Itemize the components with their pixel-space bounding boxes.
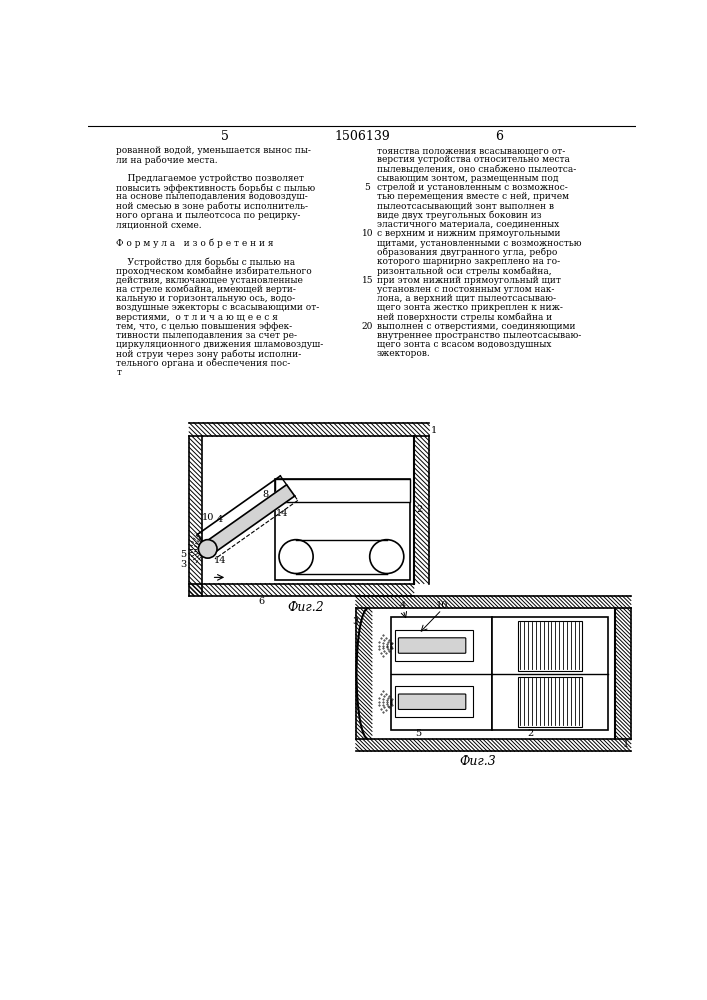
Bar (395, 630, 473, 661)
Text: лона, а верхний щит пылеотсасываю-: лона, а верхний щит пылеотсасываю- (377, 294, 556, 303)
Text: щего зонта жестко прикреплен к ниж-: щего зонта жестко прикреплен к ниж- (377, 303, 563, 312)
Text: сывающим зонтом, размещенным под: сывающим зонтом, размещенным под (377, 174, 558, 183)
Text: 4: 4 (217, 515, 223, 524)
Polygon shape (204, 485, 295, 555)
Text: воздушные эжекторы с всасывающими от-: воздушные эжекторы с всасывающими от- (116, 303, 320, 312)
Text: ляционной схеме.: ляционной схеме. (116, 220, 202, 229)
Text: при этом нижний прямоугольный щит: при этом нижний прямоугольный щит (377, 276, 561, 285)
Text: эластичного материала, соединенных: эластичного материала, соединенных (377, 220, 559, 229)
Text: ной струи через зону работы исполни-: ной струи через зону работы исполни- (116, 349, 301, 359)
Text: пылевыделения, оно снабжено пылеотса-: пылевыделения, оно снабжено пылеотса- (377, 165, 576, 174)
Bar (275, 479, 410, 502)
Text: образования двугранного угла, ребро: образования двугранного угла, ребро (377, 248, 557, 257)
Text: повысить эффективность борьбы с пылью: повысить эффективность борьбы с пылью (116, 183, 315, 193)
Text: циркуляционного движения шламовоздуш-: циркуляционного движения шламовоздуш- (116, 340, 324, 349)
Text: ной смесью в зоне работы исполнитель-: ной смесью в зоне работы исполнитель- (116, 202, 308, 211)
Text: 10: 10 (201, 513, 214, 522)
FancyBboxPatch shape (398, 638, 466, 653)
Text: щитами, установленными с возможностью: щитами, установленными с возможностью (377, 239, 581, 248)
Text: тивности пылеподавления за счет ре-: тивности пылеподавления за счет ре- (116, 331, 297, 340)
Text: тем, что, с целью повышения эффек-: тем, что, с целью повышения эффек- (116, 322, 293, 331)
Text: ли на рабочие места.: ли на рабочие места. (116, 155, 218, 165)
Text: пылеотсасывающий зонт выполнен в: пылеотсасывающий зонт выполнен в (377, 202, 554, 211)
Text: виде двух треугольных боковин из: виде двух треугольных боковин из (377, 211, 542, 220)
Text: 8: 8 (263, 490, 269, 499)
Text: тью перемещения вместе с ней, причем: тью перемещения вместе с ней, причем (377, 192, 568, 201)
Text: кальную и горизонтальную ось, водо-: кальную и горизонтальную ось, водо- (116, 294, 296, 303)
Text: 1: 1 (431, 426, 437, 435)
Text: 10: 10 (436, 601, 448, 610)
Text: установлен с постоянным углом нак-: установлен с постоянным углом нак- (377, 285, 554, 294)
Text: Устройство для борьбы с пылью на: Устройство для борьбы с пылью на (116, 257, 296, 267)
Bar (492, 617, 607, 730)
Text: эжекторов.: эжекторов. (377, 349, 431, 358)
Bar (395, 686, 473, 717)
Text: внутреннее пространство пылеотсасываю-: внутреннее пространство пылеотсасываю- (377, 331, 581, 340)
Text: тоянства положения всасывающего от-: тоянства положения всасывающего от- (377, 146, 565, 155)
Text: ней поверхности стрелы комбайна и: ней поверхности стрелы комбайна и (377, 312, 552, 322)
Text: щего зонта с всасом водовоздушных: щего зонта с всасом водовоздушных (377, 340, 551, 349)
Text: на основе пылеподавления водовоздуш-: на основе пылеподавления водовоздуш- (116, 192, 308, 201)
Text: 14: 14 (214, 556, 226, 565)
Text: 5: 5 (364, 183, 370, 192)
Text: ризонтальной оси стрелы комбайна,: ризонтальной оси стрелы комбайна, (377, 266, 551, 276)
Text: стрелой и установленным с возможнос-: стрелой и установленным с возможнос- (377, 183, 568, 192)
Text: 4: 4 (400, 601, 406, 610)
Text: 2: 2 (527, 729, 534, 738)
Text: Предлагаемое устройство позволяет: Предлагаемое устройство позволяет (116, 174, 304, 183)
Text: которого шарнирно закреплено на го-: которого шарнирно закреплено на го- (377, 257, 560, 266)
Text: проходческом комбайне избирательного: проходческом комбайне избирательного (116, 266, 312, 276)
Text: Фиг.2: Фиг.2 (287, 601, 324, 614)
Text: выполнен с отверстиями, соединяющими: выполнен с отверстиями, соединяющими (377, 322, 575, 331)
Text: верстиями,  о т л и ч а ю щ е е с я: верстиями, о т л и ч а ю щ е е с я (116, 312, 278, 322)
Text: рованной водой, уменьшается вынос пы-: рованной водой, уменьшается вынос пы- (116, 146, 311, 155)
Circle shape (199, 540, 217, 558)
FancyBboxPatch shape (398, 694, 466, 709)
Text: 3: 3 (353, 617, 359, 626)
Text: 2: 2 (416, 505, 423, 514)
Bar (518, 620, 582, 671)
Text: на стреле комбайна, имеющей верти-: на стреле комбайна, имеющей верти- (116, 285, 296, 294)
Text: 10: 10 (361, 229, 373, 238)
Text: 20: 20 (362, 322, 373, 331)
Text: 1: 1 (623, 740, 629, 749)
Text: ного органа и пылеотсоса по рецирку-: ного органа и пылеотсоса по рецирку- (116, 211, 300, 220)
Text: с верхним и нижним прямоугольными: с верхним и нижним прямоугольными (377, 229, 560, 238)
Text: т: т (116, 368, 122, 377)
Text: 5: 5 (180, 550, 187, 559)
Bar (392, 617, 492, 730)
Bar (518, 677, 582, 727)
Text: 3: 3 (180, 560, 186, 569)
Text: 5: 5 (221, 130, 229, 143)
Text: Ф о р м у л а   и з о б р е т е н и я: Ф о р м у л а и з о б р е т е н и я (116, 239, 274, 248)
Text: Фиг.3: Фиг.3 (459, 755, 496, 768)
Text: 6: 6 (496, 130, 503, 143)
Text: 1506139: 1506139 (334, 130, 390, 143)
Text: 15: 15 (361, 276, 373, 285)
Bar (275, 479, 410, 580)
Text: тельного органа и обеспечения пос-: тельного органа и обеспечения пос- (116, 359, 291, 368)
Text: верстия устройства относительно места: верстия устройства относительно места (377, 155, 570, 164)
Text: действия, включающее установленные: действия, включающее установленные (116, 276, 303, 285)
Text: 5: 5 (416, 729, 421, 738)
Text: 6: 6 (258, 597, 264, 606)
Text: 14: 14 (276, 509, 288, 518)
